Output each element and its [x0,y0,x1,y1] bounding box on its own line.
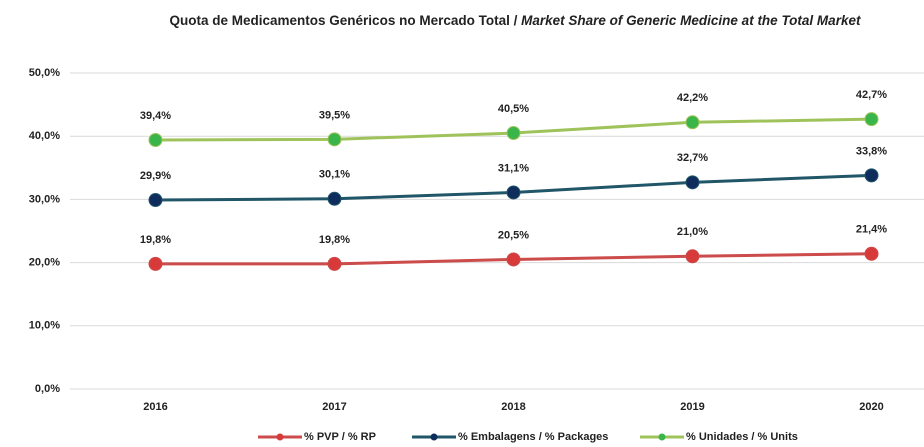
data-label: 33,8% [856,145,887,157]
title-italic: Market Share of Generic Medicine at the … [521,13,861,28]
data-point [506,252,521,267]
data-point [864,168,879,183]
data-point [685,249,700,264]
data-point [506,185,521,200]
legend-label: % PVP / % RP [304,431,376,443]
data-point [864,112,879,127]
data-point [506,126,521,141]
data-label: 40,5% [498,103,529,115]
data-point [685,115,700,130]
y-tick-label: 10,0% [29,320,60,332]
y-tick-label: 0,0% [35,383,60,395]
x-tick-label: 2018 [501,401,525,413]
legend-label: % Unidades / % Units [686,431,798,443]
x-tick-label: 2017 [322,401,346,413]
data-label: 19,8% [319,234,350,246]
data-point [148,132,163,147]
data-label: 39,5% [319,109,350,121]
legend-marker [430,433,438,441]
data-point [685,175,700,190]
data-point [327,191,342,206]
x-tick-label: 2020 [859,401,883,413]
data-label: 21,0% [677,226,708,238]
chart-title: Quota de Medicamentos Genéricos no Merca… [120,12,910,29]
y-tick-label: 20,0% [29,257,60,269]
y-tick-label: 50,0% [29,67,60,79]
data-label: 39,4% [140,110,171,122]
data-point [148,193,163,208]
legend-marker [276,433,284,441]
data-point [327,132,342,147]
data-point [327,256,342,271]
data-label: 31,1% [498,162,529,174]
title-regular: Quota de Medicamentos Genéricos no Merca… [169,13,518,28]
data-label: 29,9% [140,170,171,182]
data-label: 32,7% [677,152,708,164]
data-label: 19,8% [140,234,171,246]
data-label: 30,1% [319,169,350,181]
data-label: 20,5% [498,229,529,241]
data-point [864,246,879,261]
x-tick-label: 2019 [680,401,704,413]
data-label: 42,7% [856,89,887,101]
y-tick-label: 30,0% [29,193,60,205]
legend-label: % Embalagens / % Packages [458,431,608,443]
x-tick-label: 2016 [143,401,167,413]
data-point [148,256,163,271]
data-label: 42,2% [677,92,708,104]
data-label: 21,4% [856,224,887,236]
y-tick-label: 40,0% [29,130,60,142]
legend-marker [658,433,666,441]
